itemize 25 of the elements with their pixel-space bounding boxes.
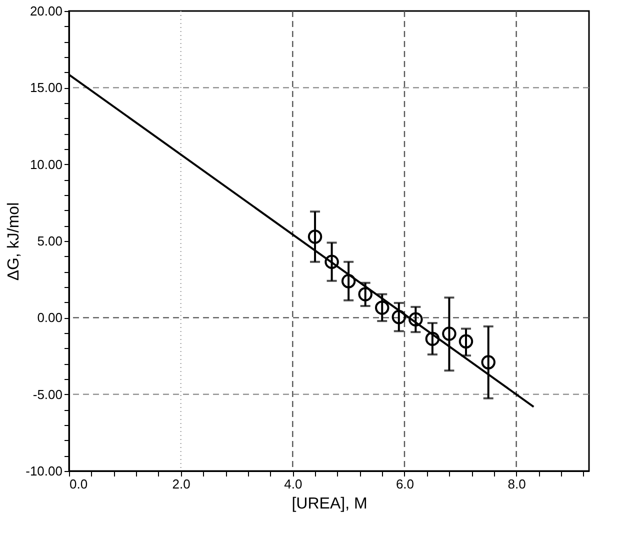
y-tick-label: 0.00 <box>37 310 62 326</box>
x-axis-title: [UREA], M <box>292 496 368 512</box>
point <box>481 355 496 370</box>
y-tick-label: -10.00 <box>26 464 62 478</box>
point <box>442 326 456 341</box>
x-tick-label: 2.0 <box>172 476 190 492</box>
y-tick-label: 20.00 <box>30 4 62 18</box>
point <box>374 300 390 315</box>
point <box>308 230 322 244</box>
point <box>425 332 440 346</box>
y-axis-title: ΔG, kJ/mol <box>6 202 23 281</box>
x-tick-label: 4.0 <box>284 476 302 492</box>
x-tick-label: 6.0 <box>396 476 414 492</box>
point <box>458 334 474 349</box>
point <box>358 287 372 302</box>
x-tick-label: 8.0 <box>508 476 526 492</box>
point <box>408 312 423 326</box>
y-tick-label: -5.00 <box>32 386 62 402</box>
point <box>324 254 339 269</box>
x-tick-label: 0.0 <box>70 476 88 492</box>
y-tick-label: 15.00 <box>30 80 62 96</box>
point <box>392 310 406 324</box>
point <box>341 274 356 288</box>
y-tick-label: 10.00 <box>30 156 62 172</box>
y-tick-label: 5.00 <box>37 234 62 248</box>
